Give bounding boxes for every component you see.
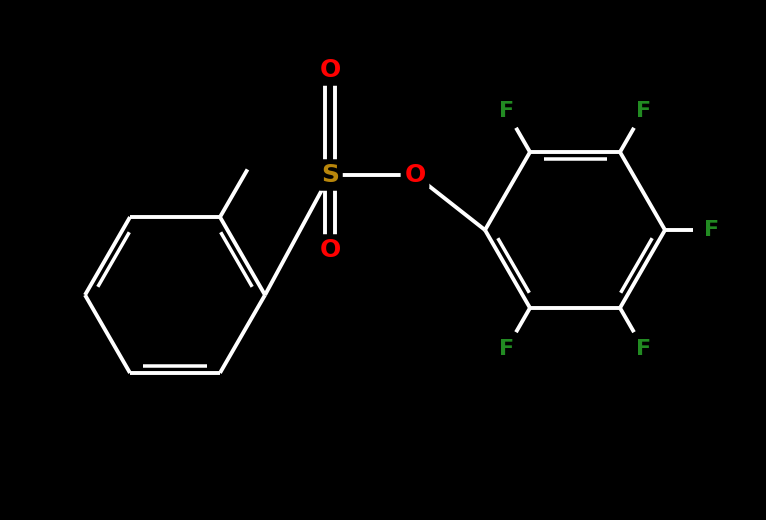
Text: O: O bbox=[319, 238, 341, 262]
Text: S: S bbox=[321, 163, 339, 187]
Text: O: O bbox=[319, 58, 341, 82]
Text: O: O bbox=[404, 163, 426, 187]
Text: F: F bbox=[705, 220, 719, 240]
Text: F: F bbox=[636, 339, 651, 359]
Text: F: F bbox=[499, 101, 514, 121]
Text: F: F bbox=[636, 101, 651, 121]
Text: F: F bbox=[499, 339, 514, 359]
